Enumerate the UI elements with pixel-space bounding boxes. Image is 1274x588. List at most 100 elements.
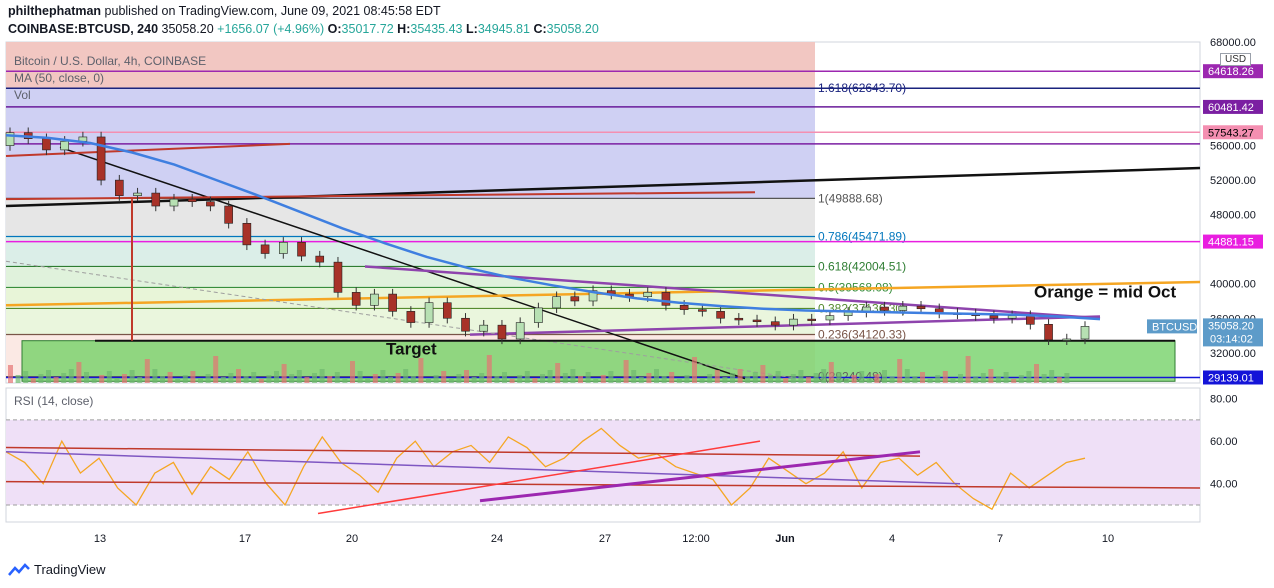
target-annotation: Target (386, 340, 437, 359)
candle (297, 241, 306, 257)
time-tick-label: 13 (94, 533, 106, 545)
candle (515, 322, 525, 340)
price-tick-label: 52000.00 (1210, 175, 1256, 187)
candle (698, 309, 707, 312)
volume-bar (334, 372, 340, 383)
volume-bar (122, 374, 127, 383)
volume-bar (182, 375, 188, 383)
tradingview-brand[interactable]: TradingView (34, 562, 106, 577)
candle (807, 318, 816, 321)
volume-bar (479, 373, 485, 383)
volume-bar (99, 375, 105, 383)
volume-bar (502, 372, 507, 383)
legend-vol: Vol (14, 88, 31, 102)
volume-bar (433, 375, 439, 383)
rsi-trendline-purple-rise (479, 450, 921, 503)
volume-bar (486, 355, 492, 383)
volume-bar (129, 370, 135, 383)
time-tick-label: 7 (997, 533, 1003, 545)
volume-bar (783, 378, 789, 383)
volume-bar (973, 377, 979, 383)
price-label-text: 57543.27 (1208, 127, 1254, 139)
volume-bar (137, 377, 143, 383)
candle (479, 324, 489, 332)
volume-bar (866, 378, 872, 383)
volume-bar (676, 379, 682, 383)
volume-bar (220, 377, 226, 383)
volume-bar (517, 375, 523, 383)
candle (406, 311, 416, 323)
candle (825, 315, 835, 321)
volume-bar (106, 371, 112, 383)
volume-bar (464, 370, 469, 383)
btc-symbol-badge (1147, 319, 1197, 334)
time-tick-label: 20 (346, 533, 358, 545)
volume-bar (418, 358, 424, 383)
volume-bar (152, 369, 158, 383)
volume-bar (281, 364, 287, 383)
candle (843, 311, 853, 316)
volume-bar (53, 377, 59, 383)
price-change: +1656.07 (+4.96%) (217, 22, 325, 36)
open-label: O: (327, 22, 342, 36)
price-label-box (1203, 234, 1263, 249)
volume-bar (205, 374, 211, 383)
fib-zone (6, 42, 815, 89)
volume-bar (540, 374, 545, 383)
published-header: philthephatman published on TradingView.… (8, 4, 441, 18)
volume-bar (570, 369, 576, 383)
volume-bar (167, 372, 173, 383)
candle (96, 136, 106, 181)
volume-bar (699, 378, 705, 383)
volume-bar (616, 378, 621, 383)
candle (661, 292, 671, 306)
volume-bar (912, 376, 918, 383)
volume-bar (312, 373, 317, 383)
candle (5, 132, 15, 146)
volume-bar (258, 379, 264, 383)
volume-bar (91, 379, 97, 383)
trendline-red-top (5, 142, 291, 157)
volume-bar (593, 379, 599, 383)
symbol-label: COINBASE:BTCUSD, 240 (8, 22, 159, 36)
rsi-tick-label: 80.00 (1210, 394, 1238, 406)
volume-bar (555, 363, 561, 383)
author-name[interactable]: philthephatman (8, 4, 102, 18)
volume-bar (889, 377, 895, 383)
volume-bar (388, 377, 393, 383)
volume-bar (980, 373, 986, 383)
open-value: 35017.72 (341, 22, 394, 36)
candle (333, 261, 343, 293)
footer: TradingView (8, 562, 106, 577)
legend-ma: MA (50, close, 0) (14, 71, 105, 85)
fib-level-label: 0.786(45471.89) (818, 229, 906, 243)
candle (770, 321, 780, 326)
btc-countdown-text: 03:14:02 (1210, 333, 1253, 345)
volume-bar (692, 357, 697, 383)
volume-bar (1011, 379, 1017, 383)
price-chart[interactable]: 1.618(62643.70)1(49888.68)0.786(45471.89… (0, 0, 1274, 560)
volume-bar (236, 369, 241, 383)
candle (115, 179, 124, 196)
volume-bar (844, 379, 849, 383)
rsi-tick-label: 40.00 (1210, 479, 1238, 491)
orange-annotation: Orange = mid Oct (1034, 283, 1177, 302)
volume-bar (456, 374, 462, 383)
volume-bar (448, 378, 454, 383)
fib-level-label: 0.5(39568.08) (818, 280, 893, 294)
volume-bar (190, 371, 196, 383)
rsi-tick-label: 60.00 (1210, 436, 1238, 448)
candle (552, 296, 561, 309)
candle (916, 305, 926, 310)
currency-badge[interactable]: USD (1220, 53, 1252, 66)
volume-bar (68, 369, 74, 383)
ma-50-line (5, 133, 1101, 321)
candle (1062, 338, 1072, 341)
fib-zone (6, 198, 815, 237)
volume-bar (1049, 370, 1055, 383)
volume-bar (274, 371, 279, 383)
volume-bar (342, 379, 348, 383)
volume-bar (638, 377, 644, 383)
candle (716, 311, 725, 319)
volume-bar (669, 372, 675, 383)
